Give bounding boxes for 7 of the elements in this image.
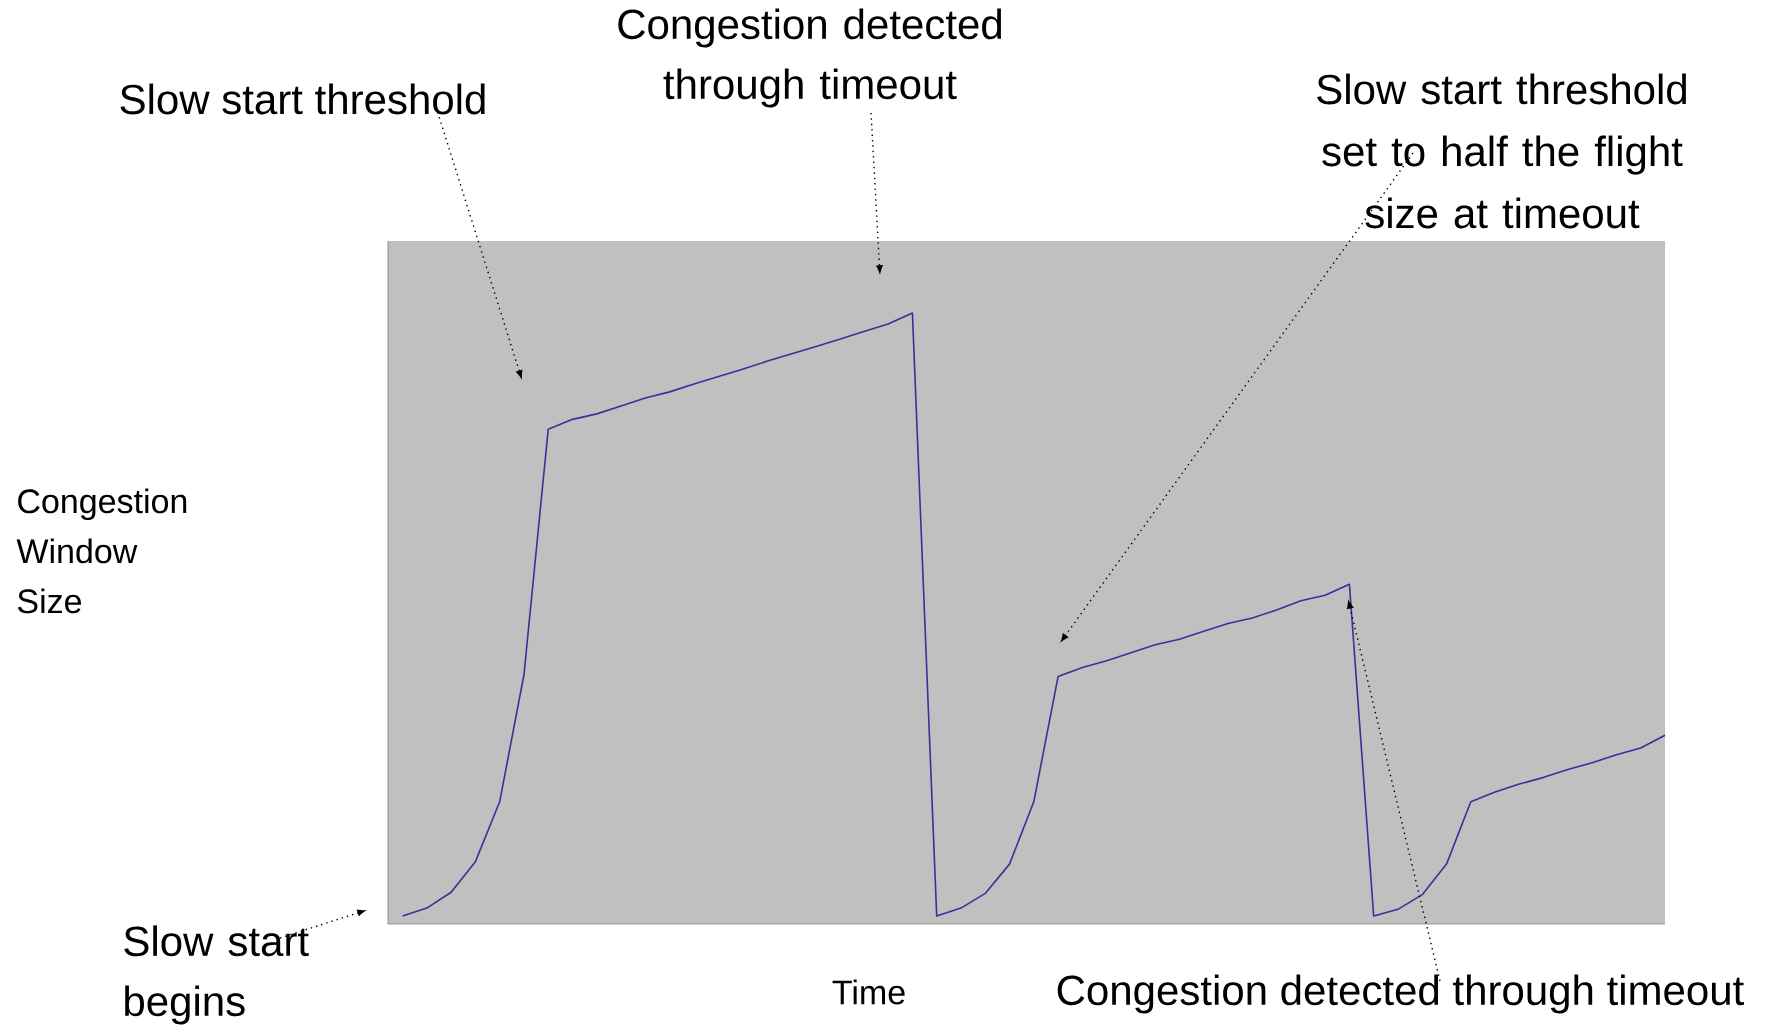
text: Congestion detected through timeout — [1057, 974, 1744, 1014]
text: Slow start threshold — [120, 83, 485, 115]
x-axis-title: Time — [832, 979, 905, 1005]
text: Congestion detected through timeout — [618, 8, 1002, 108]
text: Slow start threshold set to half the flight size at timeout — [1317, 73, 1686, 229]
text: Slow start begins — [124, 925, 309, 1025]
text: Congestion Window Size — [16, 488, 187, 614]
